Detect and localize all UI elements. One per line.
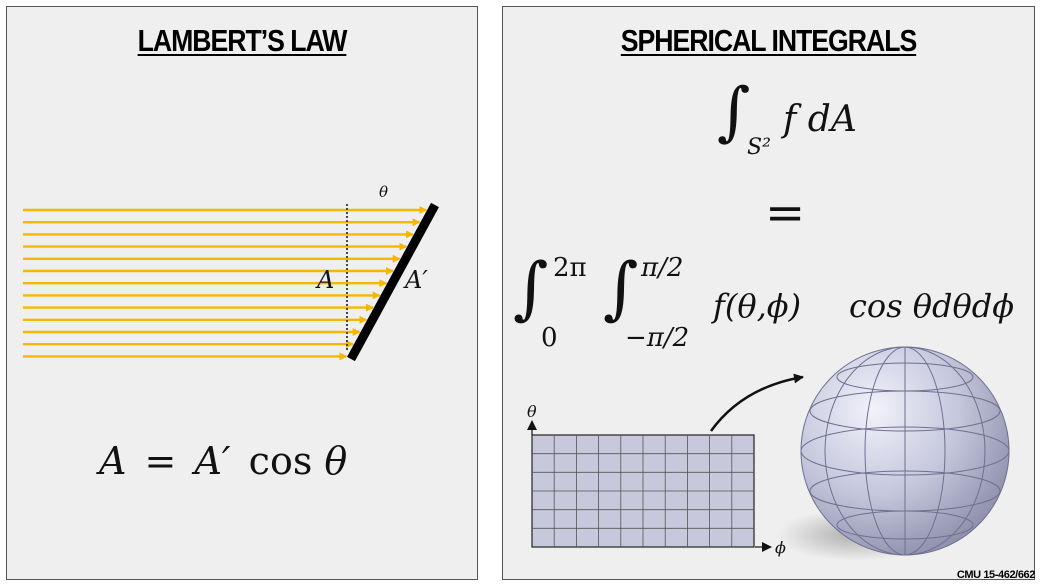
area-prime-label: A′ xyxy=(403,266,428,294)
tilted-surface xyxy=(347,202,439,362)
lambert-equation: A = A′ cos θ xyxy=(99,439,347,483)
cos-term: cos θdθdϕ xyxy=(849,287,1015,325)
inner-integral-sign: ∫ xyxy=(603,249,639,328)
double-integral: ∫ 2π 0 ∫ π/2 −π/2 f(θ,ϕ) cos θdθdϕ xyxy=(513,249,1033,361)
outer-lower-limit: 0 xyxy=(541,323,558,353)
integral-domain: S² xyxy=(747,135,771,160)
outer-integral-sign: ∫ xyxy=(513,249,549,328)
grid-theta-label: θ xyxy=(527,402,537,421)
grid-phi-label: ϕ xyxy=(775,538,786,557)
outer-upper-limit: 2π xyxy=(553,253,587,283)
parameter-grid xyxy=(531,434,755,548)
equation-rhs-var: A′ xyxy=(194,439,231,483)
equation-cos: cos xyxy=(248,439,313,483)
inner-upper-limit: π/2 xyxy=(641,253,684,283)
lambert-diagram: θ A A′ xyxy=(23,183,439,362)
area-label: A xyxy=(315,266,334,294)
equation-theta: θ xyxy=(324,439,348,483)
surface-integral: ∫ S² f dA xyxy=(717,75,917,176)
integral-sign: ∫ xyxy=(717,75,751,149)
spherical-integrals-panel: SPHERICAL INTEGRALS ∫ S² f dA = ∫ 2π 0 ∫… xyxy=(502,6,1035,580)
lamberts-law-panel: LAMBERT’S LAW θ A A′ A = A′ cos θ xyxy=(6,6,478,580)
integral-integrand: f dA xyxy=(783,99,857,140)
equation-lhs: A xyxy=(99,439,127,483)
inner-lower-limit: −π/2 xyxy=(625,323,690,353)
double-integrand: f(θ,ϕ) xyxy=(713,287,802,325)
spherical-integrals-title: SPHERICAL INTEGRALS xyxy=(620,23,917,58)
equation-equals: = xyxy=(144,439,177,483)
course-footer: CMU 15-462/662 xyxy=(956,569,1036,581)
equals-sign: = xyxy=(765,185,806,241)
light-rays xyxy=(23,206,428,361)
mapping-arrow xyxy=(709,373,804,432)
theta-label: θ xyxy=(379,183,388,201)
lamberts-law-title: LAMBERT’S LAW xyxy=(137,23,348,58)
parameterization-diagram: θ ϕ xyxy=(527,346,1010,561)
sphere xyxy=(800,346,1010,556)
